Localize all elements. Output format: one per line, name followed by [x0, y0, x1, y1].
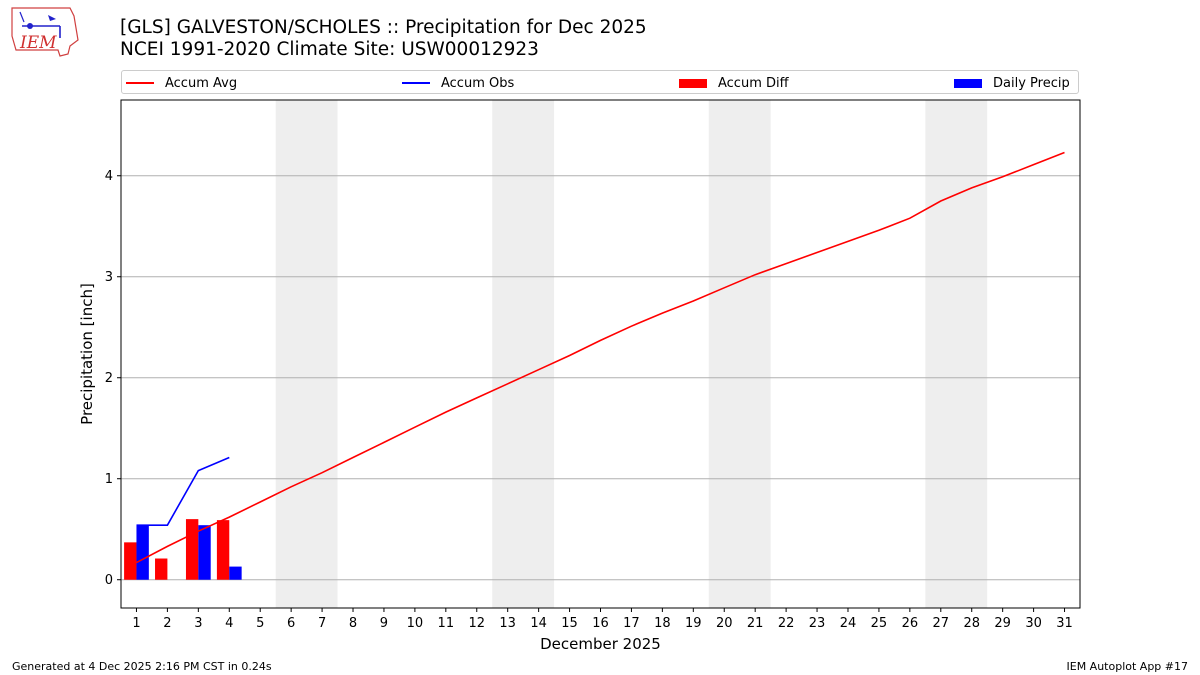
x-tick-label: 28	[963, 616, 980, 631]
accum-diff-bar	[185, 519, 199, 580]
accum-diff-bar	[124, 542, 137, 580]
legend-accum-obs-label: Accum Obs	[441, 75, 515, 91]
x-tick-label: 19	[685, 616, 702, 631]
weekend-band-4	[925, 100, 988, 608]
legend-daily-precip: Daily Precip	[954, 74, 1070, 92]
x-tick-label: 21	[747, 616, 764, 631]
legend-accum-diff: Accum Diff	[679, 74, 789, 92]
daily-precip-bar	[136, 525, 149, 580]
legend: Accum Avg Accum Obs Accum Diff Daily Pre…	[121, 70, 1079, 94]
title-line-1: [GLS] GALVESTON/SCHOLES :: Precipitation…	[120, 17, 647, 38]
x-tick-label: 11	[438, 616, 455, 631]
y-tick-label: 3	[105, 270, 113, 285]
y-axis-label: Precipitation [inch]	[78, 283, 96, 425]
accum-avg-line	[136, 151, 1065, 564]
x-tick-label: 8	[349, 616, 357, 631]
x-tick-label: 1	[132, 616, 140, 631]
autoplot-app-label: IEM Autoplot App #17	[1066, 660, 1189, 673]
x-tick-label: 3	[194, 616, 202, 631]
x-tick-label: 26	[902, 616, 919, 631]
legend-accum-avg-swatch	[126, 82, 154, 84]
y-tick-label: 0	[105, 573, 113, 588]
accum-diff-bar	[155, 558, 168, 580]
legend-accum-diff-swatch	[679, 78, 707, 88]
x-tick-label: 31	[1056, 616, 1073, 631]
x-tick-label: 24	[840, 616, 857, 631]
daily-precip-bar	[229, 566, 242, 580]
legend-accum-obs-swatch	[402, 82, 430, 84]
x-tick-label: 5	[256, 616, 264, 631]
x-tick-label: 18	[654, 616, 671, 631]
x-tick-label: 14	[530, 616, 547, 631]
x-axis-label: December 2025	[540, 635, 661, 653]
x-tick-label: 23	[809, 616, 826, 631]
x-tick-label: 9	[380, 616, 388, 631]
x-tick-label: 29	[994, 616, 1011, 631]
y-tick-label: 4	[105, 169, 113, 184]
x-tick-label: 16	[592, 616, 609, 631]
generated-timestamp: Generated at 4 Dec 2025 2:16 PM CST in 0…	[12, 660, 272, 673]
weekend-band-3	[708, 100, 771, 608]
y-tick-label: 1	[105, 472, 113, 487]
x-tick-label: 25	[871, 616, 888, 631]
x-tick-label: 15	[561, 616, 578, 631]
x-tick-label: 13	[499, 616, 516, 631]
legend-daily-precip-label: Daily Precip	[993, 75, 1070, 91]
x-tick-label: 10	[407, 616, 424, 631]
weekend-band-2	[492, 100, 555, 608]
legend-accum-obs: Accum Obs	[402, 74, 514, 92]
legend-accum-avg-label: Accum Avg	[165, 75, 238, 91]
accum-diff-bar	[216, 520, 230, 580]
legend-accum-avg: Accum Avg	[126, 74, 237, 92]
legend-accum-diff-label: Accum Diff	[718, 75, 789, 91]
x-tick-label: 7	[318, 616, 326, 631]
x-tick-label: 12	[468, 616, 485, 631]
x-tick-label: 27	[933, 616, 950, 631]
daily-precip-bar	[198, 525, 211, 580]
x-tick-label: 6	[287, 616, 295, 631]
legend-daily-precip-swatch	[954, 78, 982, 88]
x-tick-label: 22	[778, 616, 795, 631]
x-tick-label: 20	[716, 616, 733, 631]
weekend-band-1	[275, 100, 338, 608]
x-tick-label: 30	[1025, 616, 1042, 631]
x-tick-label: 2	[163, 616, 171, 631]
iem-logo: IEM	[11, 7, 79, 57]
y-tick-label: 2	[105, 371, 113, 386]
title-line-2: NCEI 1991-2020 Climate Site: USW00012923	[120, 39, 539, 60]
iem-logo-text: IEM	[19, 33, 57, 53]
chart-title: [GLS] GALVESTON/SCHOLES :: Precipitation…	[120, 17, 647, 61]
x-tick-label: 17	[623, 616, 640, 631]
accum-obs-line	[136, 456, 230, 527]
x-tick-label: 4	[225, 616, 233, 631]
